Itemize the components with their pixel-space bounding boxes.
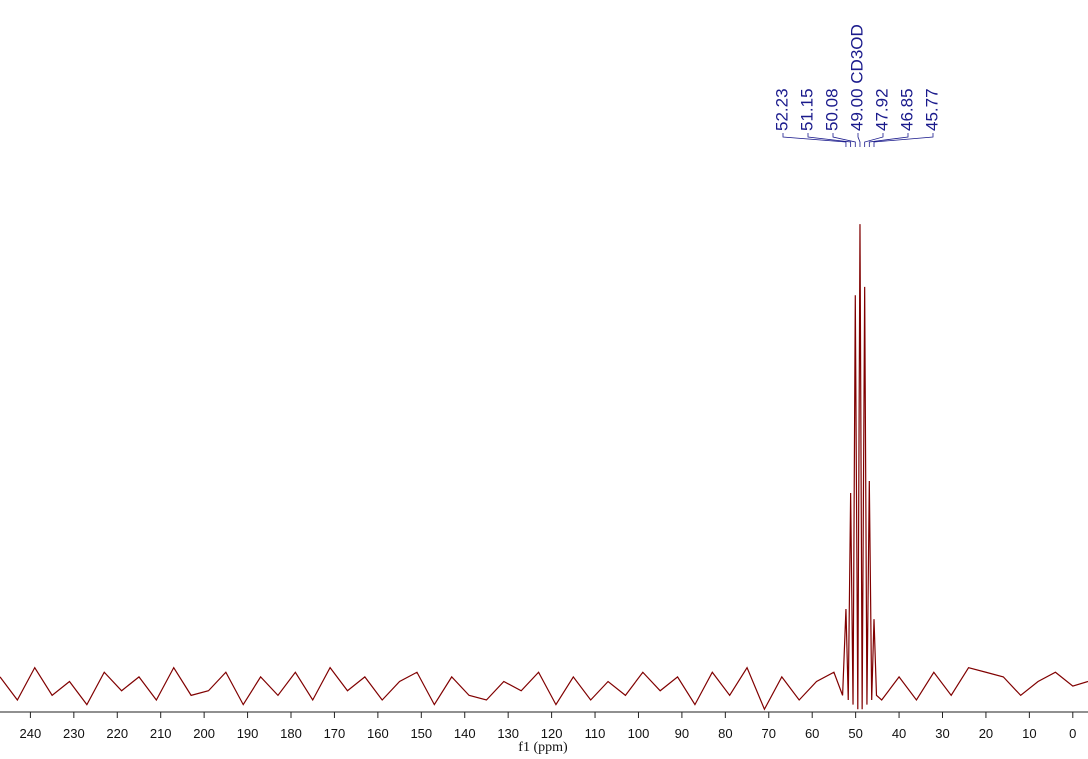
x-tick-label: 10 xyxy=(1022,726,1036,741)
peak-label: 51.15 xyxy=(797,88,816,131)
x-tick-label: 70 xyxy=(762,726,776,741)
peak-connector xyxy=(873,133,934,147)
x-tick-label: 180 xyxy=(280,726,302,741)
x-tick-label: 80 xyxy=(718,726,732,741)
x-tick-label: 140 xyxy=(454,726,476,741)
x-tick-label: 20 xyxy=(979,726,993,741)
peak-label: 46.85 xyxy=(897,88,916,131)
x-tick-label: 60 xyxy=(805,726,819,741)
peak-connector xyxy=(868,133,909,147)
x-tick-label: 30 xyxy=(935,726,949,741)
peak-label: 50.08 xyxy=(822,88,841,131)
x-tick-label: 160 xyxy=(367,726,389,741)
x-tick-label: 50 xyxy=(848,726,862,741)
x-tick-label: 0 xyxy=(1069,726,1076,741)
spectrum-line xyxy=(0,224,1088,711)
peak-label: 52.23 xyxy=(772,88,791,131)
x-tick-label: 120 xyxy=(541,726,563,741)
x-axis-label: f1 (ppm) xyxy=(518,740,568,755)
x-tick-label: 190 xyxy=(237,726,259,741)
x-tick-label: 90 xyxy=(675,726,689,741)
peak-label: 47.92 xyxy=(872,88,891,131)
x-tick-label: 130 xyxy=(497,726,519,741)
x-tick-label: 230 xyxy=(63,726,85,741)
x-tick-label: 150 xyxy=(410,726,432,741)
peak-connector xyxy=(807,133,852,147)
x-tick-label: 110 xyxy=(585,726,606,741)
x-tick-label: 240 xyxy=(20,726,42,741)
peak-connector xyxy=(857,133,861,147)
x-tick-label: 210 xyxy=(150,726,172,741)
peak-connector xyxy=(782,133,847,147)
peak-label: 45.77 xyxy=(922,88,941,131)
x-tick-label: 40 xyxy=(892,726,906,741)
x-tick-label: 100 xyxy=(628,726,650,741)
x-tick-label: 220 xyxy=(106,726,128,741)
peak-connector xyxy=(832,133,856,147)
x-tick-label: 170 xyxy=(324,726,346,741)
x-tick-label: 200 xyxy=(193,726,215,741)
peak-label: 49.00 CD3OD xyxy=(847,24,866,131)
peak-connector xyxy=(864,133,884,147)
